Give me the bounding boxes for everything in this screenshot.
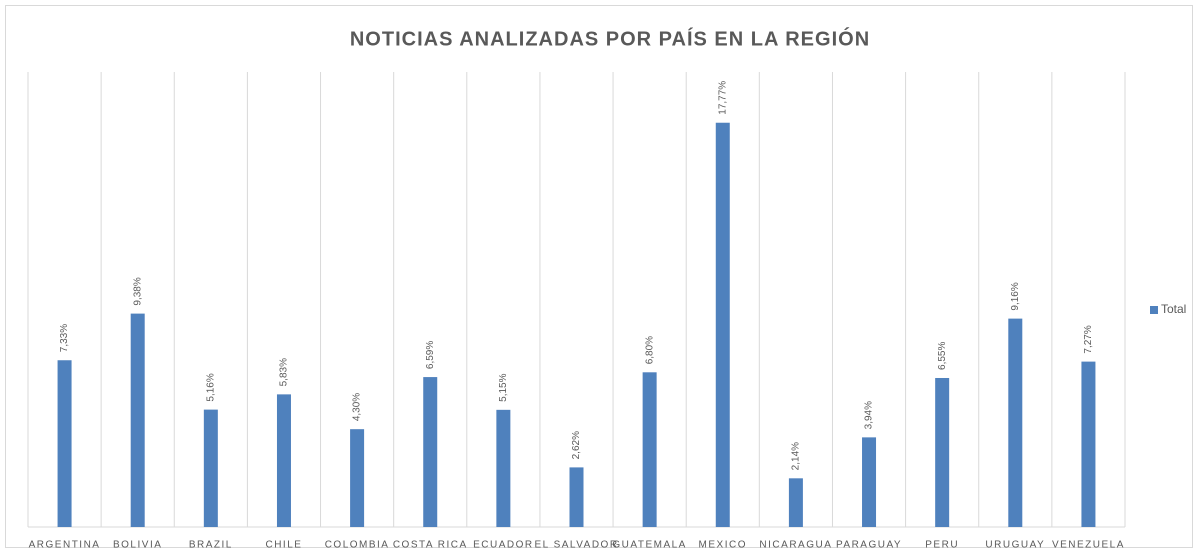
x-tick-label: MEXICO (699, 540, 747, 551)
data-label: 2,62% (571, 431, 582, 459)
data-label: 17,77% (717, 81, 728, 115)
bar (276, 394, 291, 527)
x-tick-label: URUGUAY (985, 540, 1045, 551)
x-tick-label: NICARAGUA (759, 540, 832, 551)
bar (57, 360, 72, 527)
x-tick-label: COLOMBIA (325, 540, 390, 551)
bar (423, 377, 438, 527)
bar (130, 313, 145, 527)
data-label: 6,80% (644, 336, 655, 364)
x-tick-label: PERU (925, 540, 959, 551)
legend-swatch (1150, 306, 1158, 314)
bar (496, 409, 511, 527)
data-label: 7,27% (1083, 325, 1094, 353)
chart-border (5, 5, 1193, 548)
data-label: 7,33% (59, 324, 70, 352)
data-label: 4,30% (352, 393, 363, 421)
x-tick-label: EL SALVADOR (534, 540, 618, 551)
bar (862, 437, 877, 527)
data-label: 5,16% (205, 373, 216, 401)
x-tick-label: CHILE (265, 540, 302, 551)
bar (715, 122, 730, 528)
data-label: 5,15% (498, 373, 509, 401)
bar (350, 429, 365, 527)
x-tick-label: GUATEMALA (612, 540, 686, 551)
bar (642, 372, 657, 527)
x-tick-label: BRAZIL (189, 540, 233, 551)
data-label: 9,16% (1010, 282, 1021, 310)
data-label: 3,94% (864, 401, 875, 429)
legend-label: Total (1161, 302, 1186, 316)
data-label: 6,59% (425, 341, 436, 369)
bar (1081, 361, 1096, 527)
x-tick-label: COSTA RICA (393, 540, 468, 551)
x-tick-label: BOLIVIA (113, 540, 162, 551)
data-label: 9,38% (132, 277, 143, 305)
x-tick-label: ECUADOR (473, 540, 534, 551)
bar (935, 377, 950, 527)
x-tick-label: VENEZUELA (1052, 540, 1125, 551)
data-label: 5,83% (279, 358, 290, 386)
bar (203, 409, 218, 527)
data-label: 6,55% (937, 342, 948, 370)
bar (569, 467, 584, 527)
bar (1008, 318, 1023, 527)
x-tick-label: PARAGUAY (836, 540, 902, 551)
chart-title: NOTICIAS ANALIZADAS POR PAÍS EN LA REGIÓ… (350, 26, 870, 50)
data-label: 2,14% (791, 442, 802, 470)
bar (788, 478, 803, 527)
x-tick-label: ARGENTINA (29, 540, 101, 551)
